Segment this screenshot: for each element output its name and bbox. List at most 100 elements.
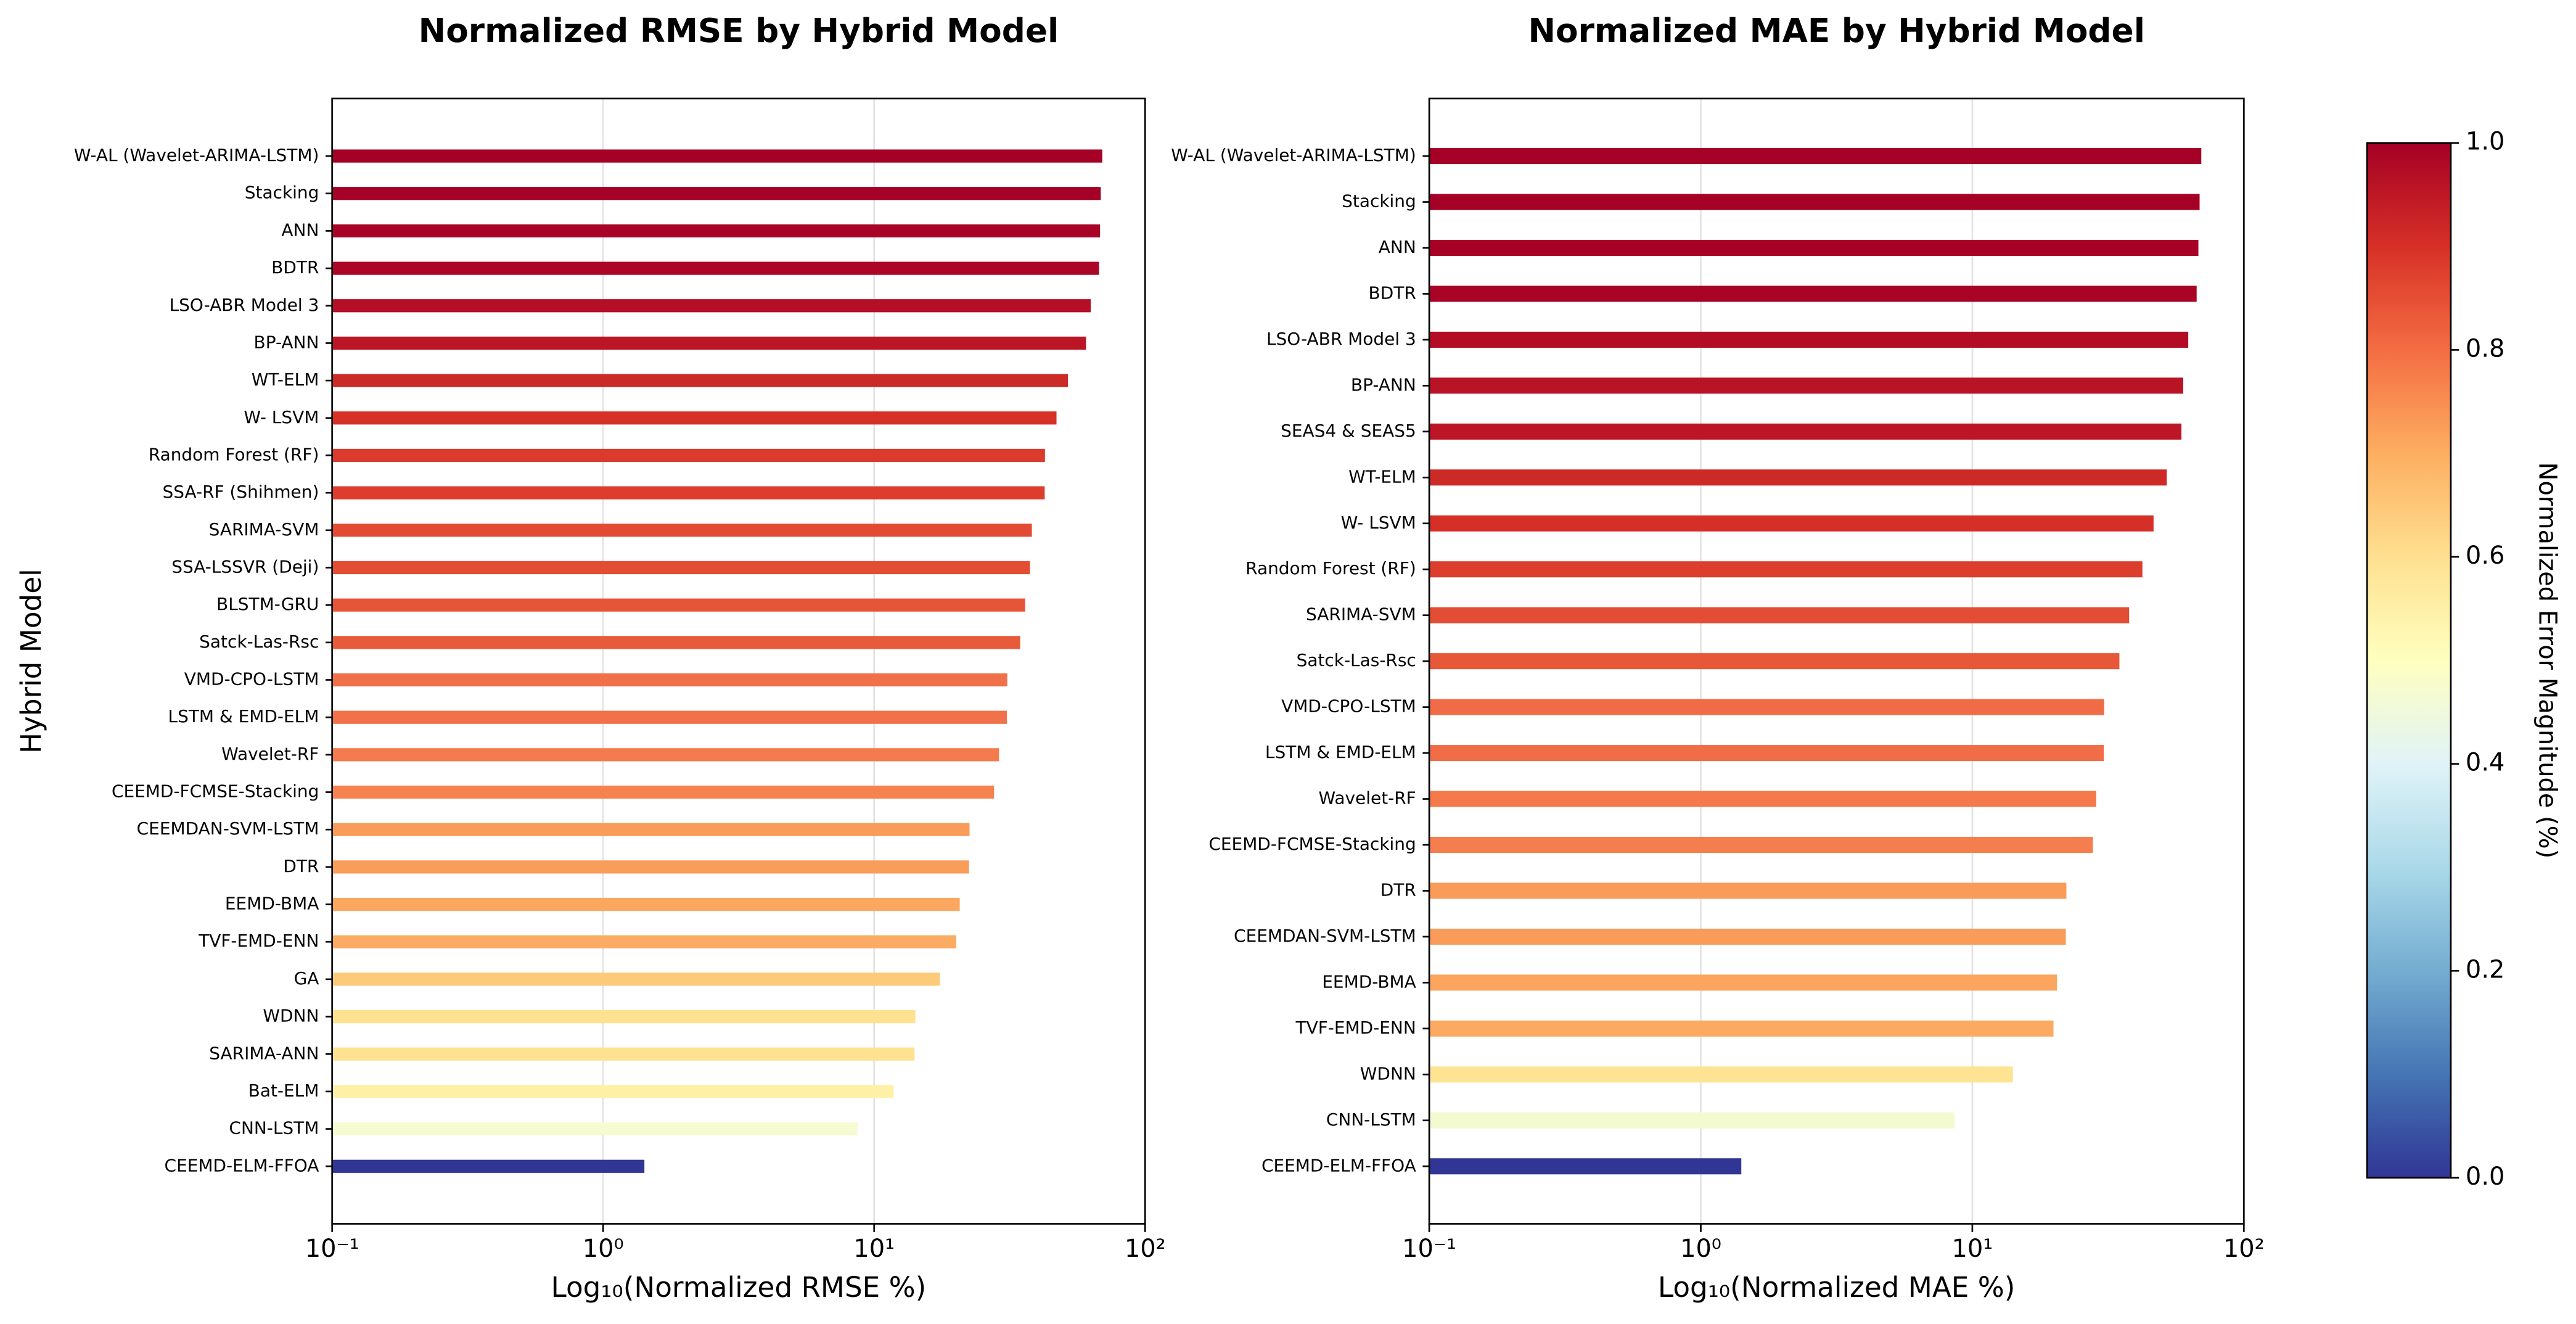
bar	[1429, 331, 2189, 348]
y-tick-label: TVF-EMD-ENN	[198, 931, 319, 951]
y-tick-label: Stacking	[245, 183, 319, 203]
x-axis-label: Log₁₀(Normalized MAE %)	[1658, 1271, 2016, 1304]
bar	[332, 935, 956, 948]
y-tick-label: W- LSVM	[1341, 512, 1416, 533]
y-tick-label: Stacking	[1342, 191, 1416, 212]
y-tick-label: CEEMD-FCMSE-Stacking	[1208, 834, 1416, 854]
bar	[332, 561, 1030, 575]
bar	[332, 448, 1045, 463]
colorbar-tick-label: 0.2	[2466, 955, 2505, 984]
y-tick-label: CEEMDAN-SVM-LSTM	[137, 818, 319, 839]
y-tick-label: Bat-ELM	[248, 1080, 319, 1101]
colorbar-label: Normalized Error Magnitude (%)	[2533, 463, 2561, 859]
y-tick-label: SSA-LSSVR (Deji)	[171, 556, 319, 577]
bar	[332, 897, 960, 911]
y-tick-label: Satck-Las-Rsc	[199, 631, 319, 652]
y-axis-label: Hybrid Model	[15, 569, 47, 754]
colorbar-tick-label: 0.8	[2466, 334, 2505, 363]
y-tick-label: LSO-ABR Model 3	[170, 295, 319, 315]
bar	[332, 823, 970, 836]
bar	[1429, 469, 2167, 486]
y-tick-label: SARIMA-SVM	[1306, 604, 1416, 625]
y-tick-label: W- LSVM	[244, 407, 319, 427]
y-tick-label: LSO-ABR Model 3	[1266, 329, 1416, 349]
bar	[332, 598, 1025, 612]
y-tick-label: CEEMD-FCMSE-Stacking	[112, 781, 319, 802]
y-tick-label: SEAS4 & SEAS5	[1281, 421, 1416, 441]
y-tick-label: BLSTM-GRU	[216, 594, 319, 614]
y-tick-label: LSTM & EMD-ELM	[168, 706, 319, 726]
bar	[332, 261, 1099, 275]
y-tick-label: DTR	[1380, 879, 1416, 900]
y-tick-label: Wavelet-RF	[221, 744, 319, 764]
bar	[332, 374, 1069, 387]
bar	[332, 1159, 645, 1173]
bar	[332, 224, 1101, 238]
bar	[332, 149, 1102, 163]
x-tick-label: 10⁰	[1680, 1235, 1721, 1263]
y-tick-label: BDTR	[271, 257, 319, 278]
y-tick-label: W-AL (Wavelet-ARIMA-LSTM)	[74, 145, 319, 165]
x-axis-label: Log₁₀(Normalized RMSE %)	[551, 1271, 927, 1304]
chart-title: Normalized MAE by Hybrid Model	[1528, 12, 2145, 50]
y-tick-label: Wavelet-RF	[1319, 788, 1416, 808]
y-tick-label: EEMD-BMA	[225, 894, 319, 914]
bar	[1429, 1020, 2054, 1037]
y-tick-label: GA	[294, 968, 319, 989]
y-tick-label: CNN-LSTM	[229, 1118, 319, 1138]
bar	[332, 1085, 894, 1098]
bar	[1429, 745, 2104, 762]
y-tick-label: LSTM & EMD-ELM	[1265, 742, 1416, 762]
y-tick-label: Satck-Las-Rsc	[1297, 650, 1416, 670]
colorbar-tick-label: 0.6	[2466, 541, 2505, 570]
bar	[332, 673, 1007, 687]
bar	[332, 336, 1086, 350]
bar	[332, 636, 1020, 649]
bar	[1429, 791, 2096, 807]
bar	[1429, 239, 2199, 257]
y-tick-label: WT-ELM	[1348, 466, 1416, 487]
bar	[332, 1122, 858, 1136]
bar	[1429, 286, 2197, 302]
bar	[1429, 1158, 1742, 1175]
y-tick-label: BDTR	[1369, 282, 1416, 303]
y-tick-label: EEMD-BMA	[1322, 971, 1416, 992]
x-tick-label: 10⁻¹	[305, 1235, 359, 1263]
y-tick-label: WDNN	[1360, 1063, 1416, 1083]
plot-frame	[331, 97, 1146, 1225]
bar	[1429, 882, 2067, 899]
y-tick-label: ANN	[1379, 237, 1416, 257]
bar	[332, 710, 1007, 724]
y-tick-label: CEEMD-ELM-FFOA	[1261, 1155, 1416, 1175]
bar	[1429, 515, 2154, 532]
bar	[1429, 423, 2182, 440]
bar	[1429, 377, 2183, 394]
colorbar	[2366, 142, 2452, 1179]
y-tick-label: Random Forest (RF)	[149, 444, 319, 464]
bar	[1429, 836, 2093, 853]
bar	[332, 860, 969, 874]
x-tick-label: 10⁰	[583, 1235, 624, 1263]
y-tick-label: SSA-RF (Shihmen)	[162, 482, 319, 502]
bar	[332, 972, 940, 986]
bar	[332, 524, 1032, 537]
bar	[1429, 194, 2200, 210]
bar	[332, 1047, 915, 1061]
x-tick-label: 10¹	[853, 1235, 895, 1263]
y-tick-label: TVF-EMD-ENN	[1295, 1018, 1416, 1038]
bar	[1429, 974, 2057, 991]
bar	[1429, 1112, 1955, 1129]
y-tick-label: SARIMA-ANN	[209, 1043, 319, 1063]
colorbar-tick-label: 0.4	[2466, 749, 2505, 777]
bar	[1429, 561, 2143, 578]
y-tick-label: WT-ELM	[252, 369, 319, 390]
x-tick-label: 10⁻¹	[1402, 1235, 1456, 1263]
bar	[332, 785, 995, 799]
y-tick-label: CEEMDAN-SVM-LSTM	[1234, 926, 1416, 946]
colorbar-tick-label: 0.0	[2466, 1162, 2505, 1191]
bar	[332, 187, 1101, 200]
bar	[1429, 699, 2104, 715]
y-tick-label: W-AL (Wavelet-ARIMA-LSTM)	[1171, 145, 1416, 165]
